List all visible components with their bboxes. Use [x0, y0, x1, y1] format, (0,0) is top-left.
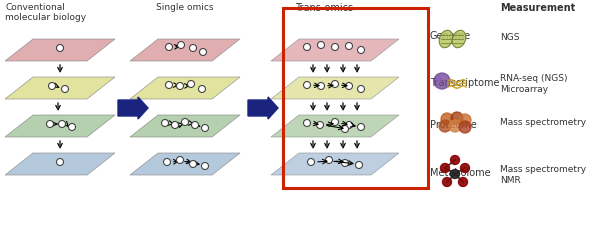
Ellipse shape	[452, 30, 466, 48]
Circle shape	[189, 160, 196, 168]
Circle shape	[57, 158, 64, 166]
Circle shape	[199, 48, 206, 56]
Circle shape	[326, 156, 333, 164]
Circle shape	[178, 42, 185, 48]
Circle shape	[172, 122, 179, 128]
Circle shape	[441, 113, 453, 125]
Circle shape	[166, 81, 172, 89]
Polygon shape	[130, 77, 240, 99]
Text: Conventional
molecular biology: Conventional molecular biology	[5, 3, 86, 22]
Polygon shape	[130, 39, 240, 61]
Circle shape	[436, 76, 442, 82]
Text: Measurement: Measurement	[500, 3, 575, 13]
Circle shape	[451, 112, 463, 124]
Text: Single omics: Single omics	[156, 3, 214, 12]
Text: Transcriptome: Transcriptome	[430, 78, 500, 88]
Circle shape	[358, 123, 365, 130]
Circle shape	[316, 122, 323, 128]
Circle shape	[358, 46, 365, 53]
Circle shape	[317, 82, 324, 90]
Circle shape	[188, 80, 195, 88]
Text: Microarray: Microarray	[500, 85, 548, 94]
Circle shape	[459, 121, 471, 133]
Circle shape	[451, 155, 460, 165]
Ellipse shape	[439, 30, 453, 48]
Circle shape	[68, 123, 76, 130]
Circle shape	[342, 159, 349, 167]
Polygon shape	[271, 153, 399, 175]
Circle shape	[332, 44, 339, 50]
Circle shape	[48, 82, 55, 90]
Circle shape	[441, 164, 450, 172]
Text: NMR: NMR	[500, 176, 521, 185]
Circle shape	[162, 120, 169, 126]
Circle shape	[192, 122, 198, 128]
Circle shape	[358, 86, 365, 92]
Polygon shape	[271, 77, 399, 99]
Text: Metabolome: Metabolome	[430, 168, 491, 178]
Circle shape	[434, 73, 450, 89]
Circle shape	[58, 121, 65, 127]
Text: NGS: NGS	[500, 33, 520, 42]
Text: Mass spectrometry: Mass spectrometry	[500, 118, 586, 127]
Polygon shape	[5, 115, 115, 137]
Circle shape	[307, 158, 314, 166]
Text: RNA-seq (NGS): RNA-seq (NGS)	[500, 74, 568, 83]
Text: Mass spectrometry: Mass spectrometry	[500, 165, 586, 174]
Polygon shape	[271, 39, 399, 61]
Polygon shape	[130, 115, 240, 137]
Circle shape	[47, 121, 54, 127]
Text: Trans-omics: Trans-omics	[295, 3, 353, 13]
FancyArrow shape	[248, 97, 278, 119]
Circle shape	[163, 158, 171, 166]
Circle shape	[317, 42, 324, 48]
Circle shape	[342, 125, 349, 133]
Circle shape	[442, 178, 451, 186]
Circle shape	[202, 163, 208, 169]
Circle shape	[166, 44, 172, 50]
Polygon shape	[5, 77, 115, 99]
Circle shape	[303, 81, 310, 89]
Circle shape	[459, 114, 471, 126]
Polygon shape	[5, 153, 115, 175]
Circle shape	[346, 82, 352, 90]
Polygon shape	[130, 153, 240, 175]
Circle shape	[458, 178, 467, 186]
Circle shape	[332, 80, 339, 88]
Circle shape	[198, 86, 205, 92]
Circle shape	[451, 169, 460, 179]
Circle shape	[461, 164, 470, 172]
Circle shape	[356, 162, 362, 169]
Text: Proteome: Proteome	[430, 120, 477, 130]
Circle shape	[439, 120, 451, 132]
Circle shape	[449, 120, 461, 132]
FancyArrow shape	[118, 97, 148, 119]
Circle shape	[176, 82, 183, 90]
Circle shape	[182, 119, 188, 125]
Circle shape	[303, 120, 310, 126]
Circle shape	[176, 156, 183, 164]
Circle shape	[303, 44, 310, 50]
Circle shape	[332, 119, 339, 125]
Circle shape	[61, 86, 68, 92]
Polygon shape	[5, 39, 115, 61]
Circle shape	[346, 122, 352, 128]
Circle shape	[57, 45, 64, 51]
Circle shape	[346, 43, 352, 49]
Text: Genome: Genome	[430, 31, 471, 41]
Circle shape	[189, 45, 196, 51]
Circle shape	[202, 124, 208, 132]
Polygon shape	[271, 115, 399, 137]
